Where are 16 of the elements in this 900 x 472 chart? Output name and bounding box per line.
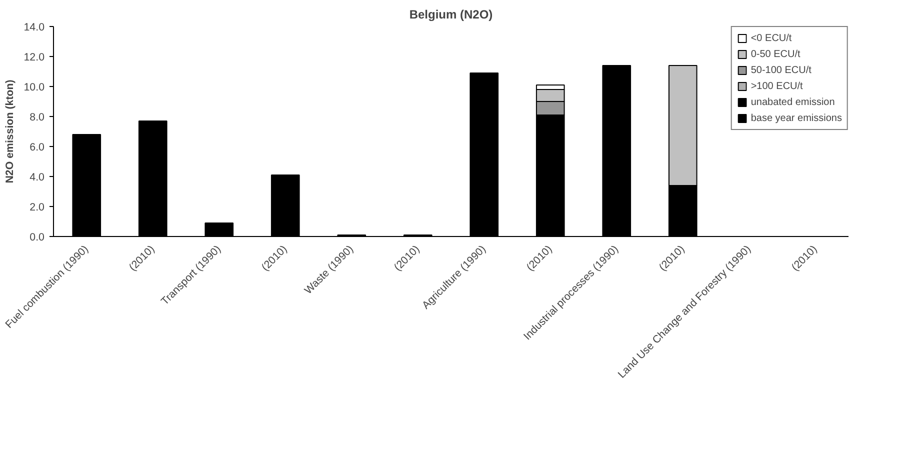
chart-title: Belgium (N2O)	[409, 8, 493, 22]
y-tick-label: 14.0	[24, 22, 45, 34]
legend-label: 0-50 ECU/t	[750, 48, 800, 60]
y-tick-label: 2.0	[30, 202, 45, 214]
y-axis-title: N2O emission (kton)	[4, 79, 16, 184]
y-tick-label: 6.0	[30, 142, 45, 154]
legend-label: base year emissions	[750, 112, 842, 124]
legend-label: unabated emission	[750, 96, 835, 108]
y-tick-label: 0.0	[30, 232, 45, 244]
legend-label: 50-100 ECU/t	[750, 64, 812, 76]
legend-label: >100 ECU/t	[750, 80, 803, 92]
legend-label: <0 ECU/t	[750, 32, 792, 44]
y-tick-label: 10.0	[24, 82, 45, 94]
y-tick-label: 4.0	[30, 172, 45, 184]
y-tick-label: 8.0	[30, 112, 45, 124]
y-tick-label: 12.0	[24, 52, 45, 64]
